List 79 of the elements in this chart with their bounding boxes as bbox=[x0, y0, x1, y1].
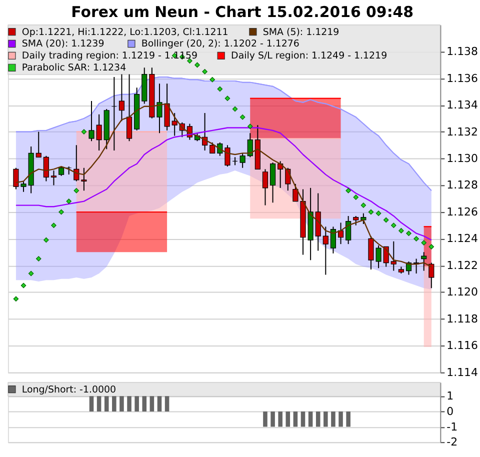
point bbox=[194, 62, 200, 68]
point bbox=[202, 68, 208, 74]
point bbox=[58, 209, 64, 215]
candlestick bbox=[210, 142, 216, 154]
y-tick-label: 1.130 bbox=[446, 152, 478, 165]
legend-label: Op:1.1221, Hi:1.1222, Lo:1.1203, Cl:1.1211 bbox=[22, 26, 228, 38]
y-tick-label: -2 bbox=[446, 436, 458, 449]
candlestick bbox=[247, 132, 253, 158]
candlestick bbox=[111, 76, 117, 151]
candlestick bbox=[232, 156, 238, 166]
y-tick-label: -1 bbox=[446, 420, 458, 434]
point bbox=[406, 230, 412, 236]
y-tick-label: 1.126 bbox=[446, 205, 478, 218]
y-tick-label: 1.114 bbox=[446, 366, 478, 379]
point bbox=[51, 222, 56, 228]
y-tick-label: 1.136 bbox=[446, 72, 478, 85]
point bbox=[13, 296, 19, 302]
candlestick bbox=[224, 144, 230, 168]
point bbox=[217, 86, 223, 92]
candlestick bbox=[43, 155, 49, 182]
point bbox=[428, 244, 434, 250]
point bbox=[247, 124, 253, 130]
y-tick-label: 1.118 bbox=[446, 312, 478, 326]
point bbox=[232, 106, 238, 112]
candlestick bbox=[172, 112, 178, 136]
candlestick bbox=[428, 262, 434, 289]
point bbox=[20, 282, 26, 288]
legend-label: Long/Short: -1.0000 bbox=[22, 384, 116, 396]
candlestick bbox=[270, 162, 276, 204]
point bbox=[66, 198, 72, 204]
point bbox=[210, 77, 215, 82]
legend-label: SMA (5): 1.1219 bbox=[262, 26, 340, 38]
candlestick bbox=[240, 152, 246, 168]
chart-title: Forex um Neun - Chart 15.02.2016 09:48 bbox=[71, 3, 414, 22]
y-tick-label: 1.122 bbox=[446, 258, 478, 272]
candlestick bbox=[81, 167, 87, 192]
candlestick bbox=[322, 226, 328, 276]
legend-label: SMA (20): 1.1239 bbox=[22, 38, 104, 50]
point bbox=[376, 210, 382, 216]
y-tick-label: 1.124 bbox=[446, 232, 478, 246]
point bbox=[360, 202, 366, 208]
point bbox=[353, 194, 359, 200]
point bbox=[224, 96, 230, 101]
point bbox=[81, 129, 87, 134]
point bbox=[414, 236, 419, 242]
candlestick bbox=[353, 215, 359, 226]
y-tick-label: 1.138 bbox=[446, 45, 478, 58]
point bbox=[383, 217, 389, 223]
legend-label: Daily S/L region: 1.1249 - 1.1219 bbox=[231, 50, 388, 62]
point bbox=[421, 240, 426, 246]
candlestick bbox=[118, 74, 125, 122]
legend-label: Parabolic SAR: 1.1234 bbox=[22, 62, 126, 74]
point bbox=[28, 270, 34, 276]
point bbox=[391, 222, 396, 228]
candlestick bbox=[421, 252, 427, 272]
y-tick-label: 1.120 bbox=[446, 286, 478, 299]
legend-label: Bollinger (20, 2): 1.1202 - 1.1276 bbox=[141, 38, 300, 50]
candlestick bbox=[262, 168, 268, 206]
y-tick-label: 1 bbox=[446, 390, 454, 403]
y-tick-label: 1.132 bbox=[446, 125, 478, 138]
point bbox=[398, 228, 404, 234]
y-tick-label: 1.116 bbox=[446, 339, 478, 352]
y-tick-label: 1.134 bbox=[446, 98, 478, 112]
point bbox=[346, 188, 351, 194]
candlestick bbox=[346, 215, 352, 245]
candlestick bbox=[36, 131, 42, 158]
candlestick bbox=[58, 166, 64, 176]
candlestick bbox=[360, 212, 366, 225]
candlestick bbox=[126, 74, 132, 142]
candlestick bbox=[330, 226, 336, 254]
point bbox=[44, 237, 49, 243]
point bbox=[36, 256, 42, 262]
candlestick bbox=[390, 240, 396, 272]
candlestick bbox=[50, 170, 57, 186]
point bbox=[240, 114, 246, 120]
point bbox=[74, 188, 80, 194]
y-tick-label: 1.128 bbox=[446, 178, 478, 192]
y-tick-label: 0 bbox=[446, 404, 454, 418]
point bbox=[368, 209, 374, 215]
